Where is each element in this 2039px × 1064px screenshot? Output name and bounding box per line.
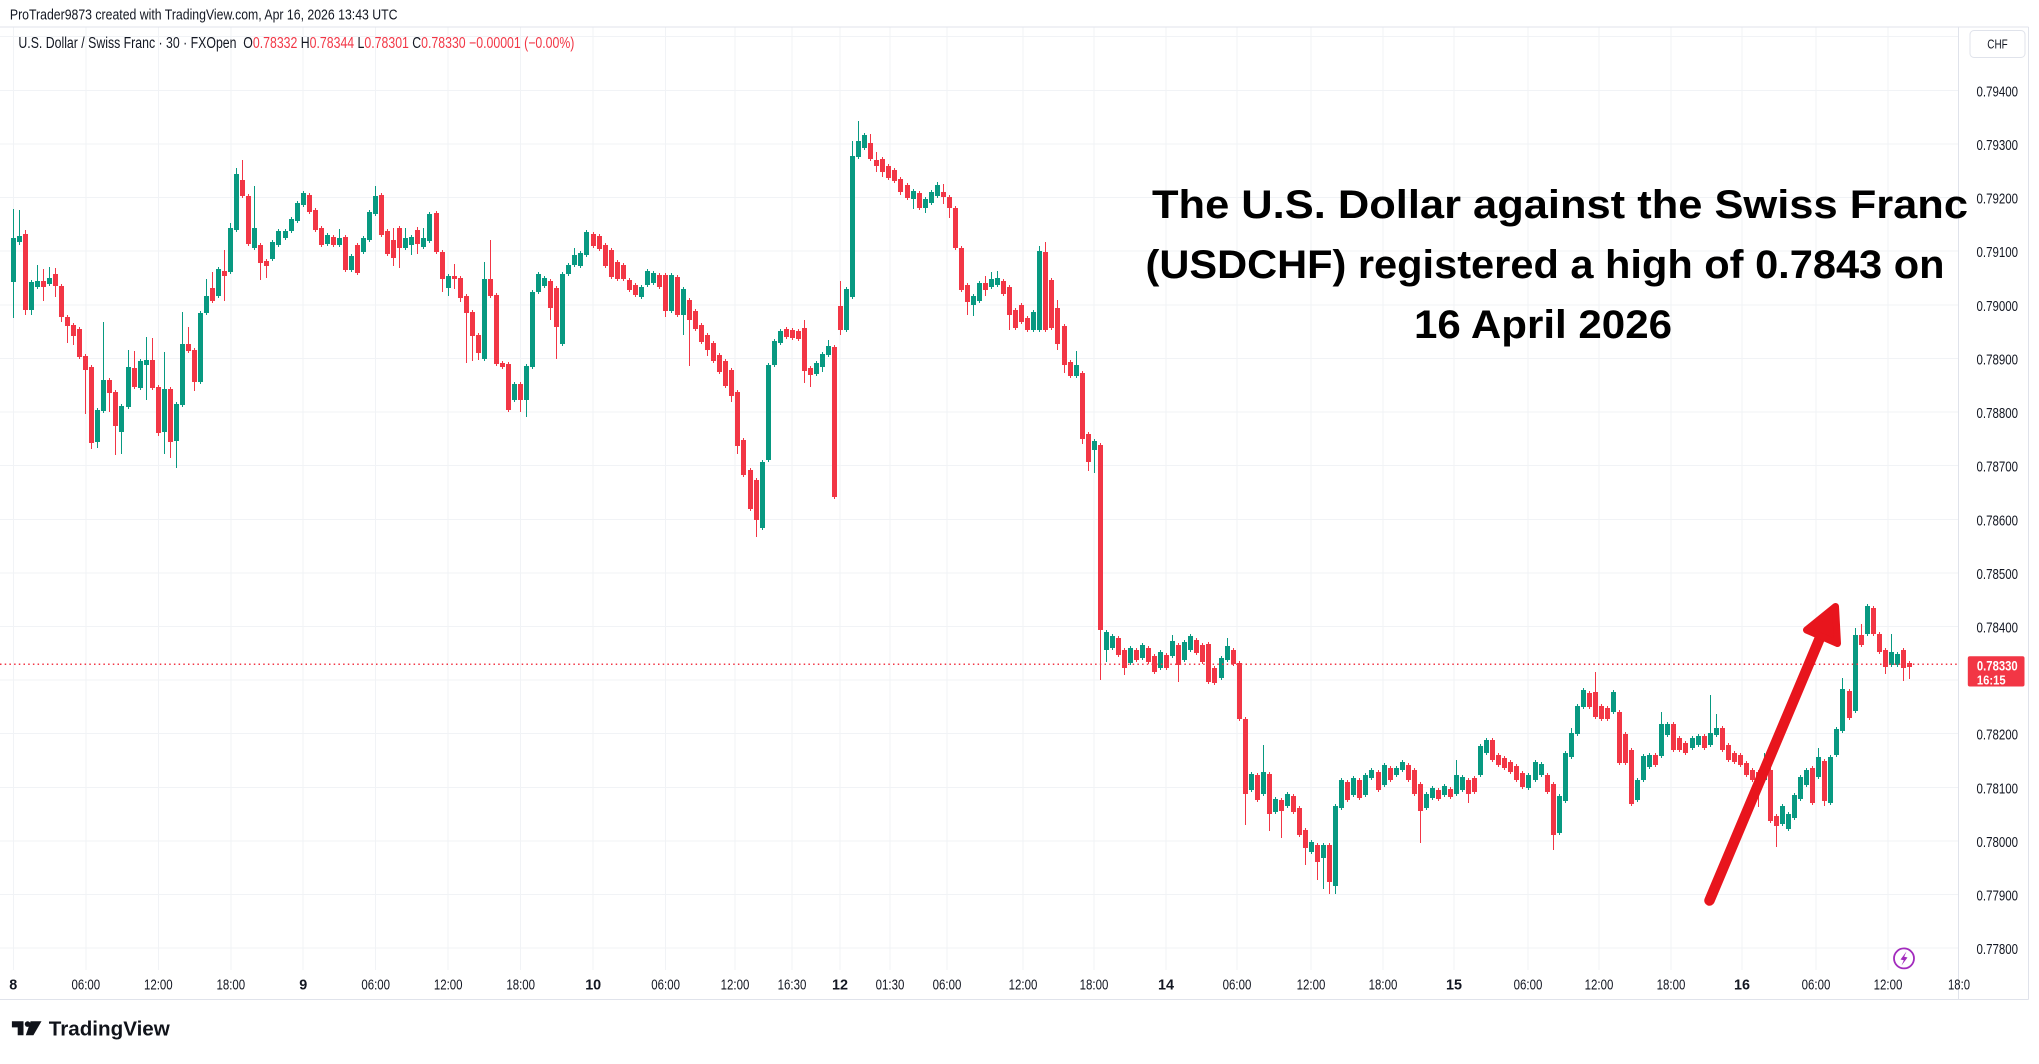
svg-text:0.78330: 0.78330 [1977, 657, 2018, 673]
svg-text:12: 12 [832, 978, 848, 994]
svg-text:The U.S. Dollar against the Sw: The U.S. Dollar against the Swiss Franc [1152, 183, 1968, 227]
svg-text:12:00: 12:00 [1297, 978, 1326, 994]
svg-text:TradingView: TradingView [49, 1019, 170, 1041]
svg-text:12:00: 12:00 [434, 978, 463, 994]
svg-text:CHF: CHF [1987, 38, 2008, 52]
svg-text:9: 9 [299, 978, 307, 994]
svg-text:0.78800: 0.78800 [1977, 406, 2019, 422]
svg-text:0.79400: 0.79400 [1977, 84, 2019, 100]
svg-text:06:00: 06:00 [1514, 978, 1543, 994]
svg-text:16 April 2026: 16 April 2026 [1414, 303, 1672, 347]
svg-text:18:00: 18:00 [506, 978, 535, 994]
svg-text:16:30: 16:30 [778, 978, 807, 994]
svg-text:8: 8 [9, 978, 17, 994]
svg-text:10: 10 [585, 978, 601, 994]
svg-text:16: 16 [1734, 978, 1750, 994]
svg-text:06:00: 06:00 [933, 978, 962, 994]
svg-text:06:00: 06:00 [651, 978, 680, 994]
svg-text:18:00: 18:00 [216, 978, 245, 994]
svg-text:0.79200: 0.79200 [1977, 192, 2019, 208]
svg-text:0.77900: 0.77900 [1977, 889, 2019, 905]
svg-text:0.78900: 0.78900 [1977, 352, 2019, 368]
svg-text:18:00: 18:00 [1657, 978, 1686, 994]
svg-text:0.79300: 0.79300 [1977, 138, 2019, 154]
svg-text:0.78000: 0.78000 [1977, 835, 2019, 851]
svg-text:06:00: 06:00 [1802, 978, 1831, 994]
svg-text:0.78600: 0.78600 [1977, 513, 2019, 529]
svg-text:06:00: 06:00 [71, 978, 100, 994]
svg-text:18:0: 18:0 [1948, 978, 1970, 994]
svg-text:0.79000: 0.79000 [1977, 299, 2019, 315]
svg-text:12:00: 12:00 [144, 978, 173, 994]
svg-text:16:15: 16:15 [1977, 673, 2006, 687]
svg-text:(USDCHF) registered a high of: (USDCHF) registered a high of 0.7843 on [1146, 243, 1945, 287]
svg-text:12:00: 12:00 [1585, 978, 1614, 994]
svg-text:0.78700: 0.78700 [1977, 460, 2019, 476]
svg-text:12:00: 12:00 [721, 978, 750, 994]
svg-text:0.77800: 0.77800 [1977, 942, 2019, 958]
svg-text:06:00: 06:00 [1223, 978, 1252, 994]
svg-text:06:00: 06:00 [361, 978, 390, 994]
svg-text:15: 15 [1446, 978, 1462, 994]
svg-text:U.S. Dollar / Swiss Franc · 30: U.S. Dollar / Swiss Franc · 30 · FXOpen … [18, 35, 574, 52]
svg-text:12:00: 12:00 [1009, 978, 1038, 994]
svg-text:0.78500: 0.78500 [1977, 567, 2019, 583]
svg-text:18:00: 18:00 [1369, 978, 1398, 994]
svg-text:0.79100: 0.79100 [1977, 245, 2019, 261]
svg-text:0.78100: 0.78100 [1977, 781, 2019, 797]
svg-text:18:00: 18:00 [1080, 978, 1109, 994]
svg-text:12:00: 12:00 [1874, 978, 1903, 994]
svg-text:14: 14 [1158, 978, 1174, 994]
svg-text:ProTrader9873 created with Tra: ProTrader9873 created with TradingView.c… [10, 7, 398, 24]
svg-text:0.78400: 0.78400 [1977, 621, 2019, 637]
svg-text:0.78200: 0.78200 [1977, 728, 2019, 744]
svg-text:01:30: 01:30 [876, 978, 905, 994]
